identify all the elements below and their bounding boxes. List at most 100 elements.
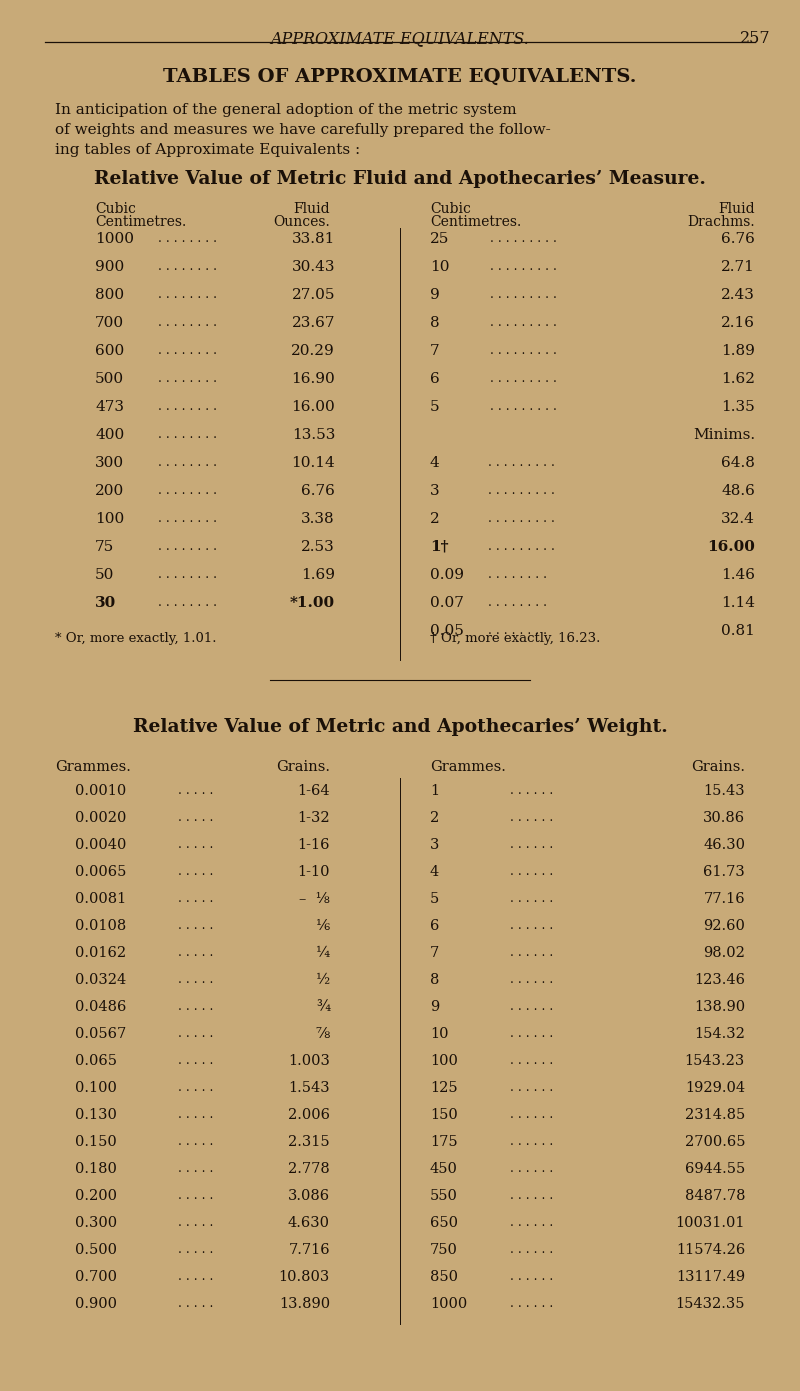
Text: . . . . . . . . .: . . . . . . . . . bbox=[490, 316, 557, 330]
Text: 11574.26: 11574.26 bbox=[676, 1244, 745, 1257]
Text: 0.0040: 0.0040 bbox=[75, 837, 126, 853]
Text: ¼: ¼ bbox=[316, 946, 330, 960]
Text: 100: 100 bbox=[430, 1054, 458, 1068]
Text: 5: 5 bbox=[430, 401, 440, 415]
Text: . . . . .: . . . . . bbox=[178, 785, 214, 797]
Text: . . . . . . . .: . . . . . . . . bbox=[158, 512, 217, 524]
Text: 13.53: 13.53 bbox=[292, 428, 335, 442]
Text: 10.14: 10.14 bbox=[291, 456, 335, 470]
Text: . . . . . . . .: . . . . . . . . bbox=[158, 401, 217, 413]
Text: 77.16: 77.16 bbox=[703, 892, 745, 906]
Text: 0.07: 0.07 bbox=[430, 595, 464, 611]
Text: 3.086: 3.086 bbox=[288, 1189, 330, 1203]
Text: 1-16: 1-16 bbox=[298, 837, 330, 853]
Text: 123.46: 123.46 bbox=[694, 972, 745, 988]
Text: 150: 150 bbox=[430, 1109, 458, 1123]
Text: 0.900: 0.900 bbox=[75, 1296, 117, 1310]
Text: . . . . .: . . . . . bbox=[178, 919, 214, 932]
Text: 1†: 1† bbox=[430, 540, 449, 554]
Text: Ounces.: Ounces. bbox=[274, 216, 330, 230]
Text: . . . . . .: . . . . . . bbox=[510, 1135, 554, 1148]
Text: In anticipation of the general adoption of the metric system: In anticipation of the general adoption … bbox=[55, 103, 517, 117]
Text: . . . . . .: . . . . . . bbox=[510, 919, 554, 932]
Text: 0.0324: 0.0324 bbox=[75, 972, 126, 988]
Text: 50: 50 bbox=[95, 568, 114, 581]
Text: 32.4: 32.4 bbox=[721, 512, 755, 526]
Text: 600: 600 bbox=[95, 344, 124, 357]
Text: 1543.23: 1543.23 bbox=[685, 1054, 745, 1068]
Text: . . . . . .: . . . . . . bbox=[510, 837, 554, 851]
Text: Relative Value of Metric Fluid and Apothecaries’ Measure.: Relative Value of Metric Fluid and Apoth… bbox=[94, 170, 706, 188]
Text: 61.73: 61.73 bbox=[703, 865, 745, 879]
Text: 30.86: 30.86 bbox=[703, 811, 745, 825]
Text: 175: 175 bbox=[430, 1135, 458, 1149]
Text: . . . . .: . . . . . bbox=[178, 1161, 214, 1175]
Text: 0.100: 0.100 bbox=[75, 1081, 117, 1095]
Text: . . . . . .: . . . . . . bbox=[510, 811, 554, 823]
Text: . . . . .: . . . . . bbox=[178, 1244, 214, 1256]
Text: 9: 9 bbox=[430, 1000, 439, 1014]
Text: 900: 900 bbox=[95, 260, 124, 274]
Text: 13117.49: 13117.49 bbox=[676, 1270, 745, 1284]
Text: 25: 25 bbox=[430, 232, 450, 246]
Text: . . . . . .: . . . . . . bbox=[510, 1054, 554, 1067]
Text: 450: 450 bbox=[430, 1161, 458, 1175]
Text: . . . . . . . .: . . . . . . . . bbox=[158, 288, 217, 300]
Text: 1.62: 1.62 bbox=[721, 371, 755, 385]
Text: 1.46: 1.46 bbox=[721, 568, 755, 581]
Text: * Or, more exactly, 1.01.: * Or, more exactly, 1.01. bbox=[55, 632, 217, 645]
Text: 33.81: 33.81 bbox=[292, 232, 335, 246]
Text: . . . . . . . . .: . . . . . . . . . bbox=[490, 344, 557, 357]
Text: . . . . . .: . . . . . . bbox=[510, 1027, 554, 1040]
Text: . . . . . . . .: . . . . . . . . bbox=[488, 568, 547, 581]
Text: . . . . .: . . . . . bbox=[178, 892, 214, 906]
Text: . . . . .: . . . . . bbox=[178, 1189, 214, 1202]
Text: 1929.04: 1929.04 bbox=[685, 1081, 745, 1095]
Text: 1: 1 bbox=[430, 785, 439, 798]
Text: 1-10: 1-10 bbox=[298, 865, 330, 879]
Text: 0.130: 0.130 bbox=[75, 1109, 117, 1123]
Text: 0.0081: 0.0081 bbox=[75, 892, 126, 906]
Text: Minims.: Minims. bbox=[693, 428, 755, 442]
Text: 8: 8 bbox=[430, 972, 439, 988]
Text: 0.0010: 0.0010 bbox=[75, 785, 126, 798]
Text: 0.81: 0.81 bbox=[721, 625, 755, 638]
Text: 15.43: 15.43 bbox=[703, 785, 745, 798]
Text: 850: 850 bbox=[430, 1270, 458, 1284]
Text: 0.0162: 0.0162 bbox=[75, 946, 126, 960]
Text: 1.003: 1.003 bbox=[288, 1054, 330, 1068]
Text: 2.43: 2.43 bbox=[721, 288, 755, 302]
Text: 16.00: 16.00 bbox=[291, 401, 335, 415]
Text: 30.43: 30.43 bbox=[291, 260, 335, 274]
Text: . . . . . . . . .: . . . . . . . . . bbox=[488, 484, 555, 497]
Text: Cubic: Cubic bbox=[430, 202, 471, 216]
Text: . . . . . . . . .: . . . . . . . . . bbox=[490, 260, 557, 273]
Text: 1.543: 1.543 bbox=[288, 1081, 330, 1095]
Text: 0.700: 0.700 bbox=[75, 1270, 117, 1284]
Text: 0.200: 0.200 bbox=[75, 1189, 117, 1203]
Text: . . . . . .: . . . . . . bbox=[510, 972, 554, 986]
Text: . . . . . .: . . . . . . bbox=[510, 1081, 554, 1093]
Text: . . . . . .: . . . . . . bbox=[510, 1270, 554, 1283]
Text: 0.065: 0.065 bbox=[75, 1054, 117, 1068]
Text: 1.14: 1.14 bbox=[721, 595, 755, 611]
Text: . . . . . . . .: . . . . . . . . bbox=[158, 371, 217, 385]
Text: 1-64: 1-64 bbox=[298, 785, 330, 798]
Text: 500: 500 bbox=[95, 371, 124, 385]
Text: 6944.55: 6944.55 bbox=[685, 1161, 745, 1175]
Text: . . . . .: . . . . . bbox=[178, 1000, 214, 1013]
Text: . . . . .: . . . . . bbox=[178, 1054, 214, 1067]
Text: . . . . . . . .: . . . . . . . . bbox=[158, 260, 217, 273]
Text: 0.300: 0.300 bbox=[75, 1216, 117, 1230]
Text: . . . . . . . .: . . . . . . . . bbox=[488, 625, 547, 637]
Text: 0.0108: 0.0108 bbox=[75, 919, 126, 933]
Text: 2.16: 2.16 bbox=[721, 316, 755, 330]
Text: 23.67: 23.67 bbox=[291, 316, 335, 330]
Text: 1-32: 1-32 bbox=[298, 811, 330, 825]
Text: Grammes.: Grammes. bbox=[430, 759, 506, 773]
Text: 16.00: 16.00 bbox=[707, 540, 755, 554]
Text: 800: 800 bbox=[95, 288, 124, 302]
Text: . . . . .: . . . . . bbox=[178, 837, 214, 851]
Text: 20.29: 20.29 bbox=[291, 344, 335, 357]
Text: 8: 8 bbox=[430, 316, 440, 330]
